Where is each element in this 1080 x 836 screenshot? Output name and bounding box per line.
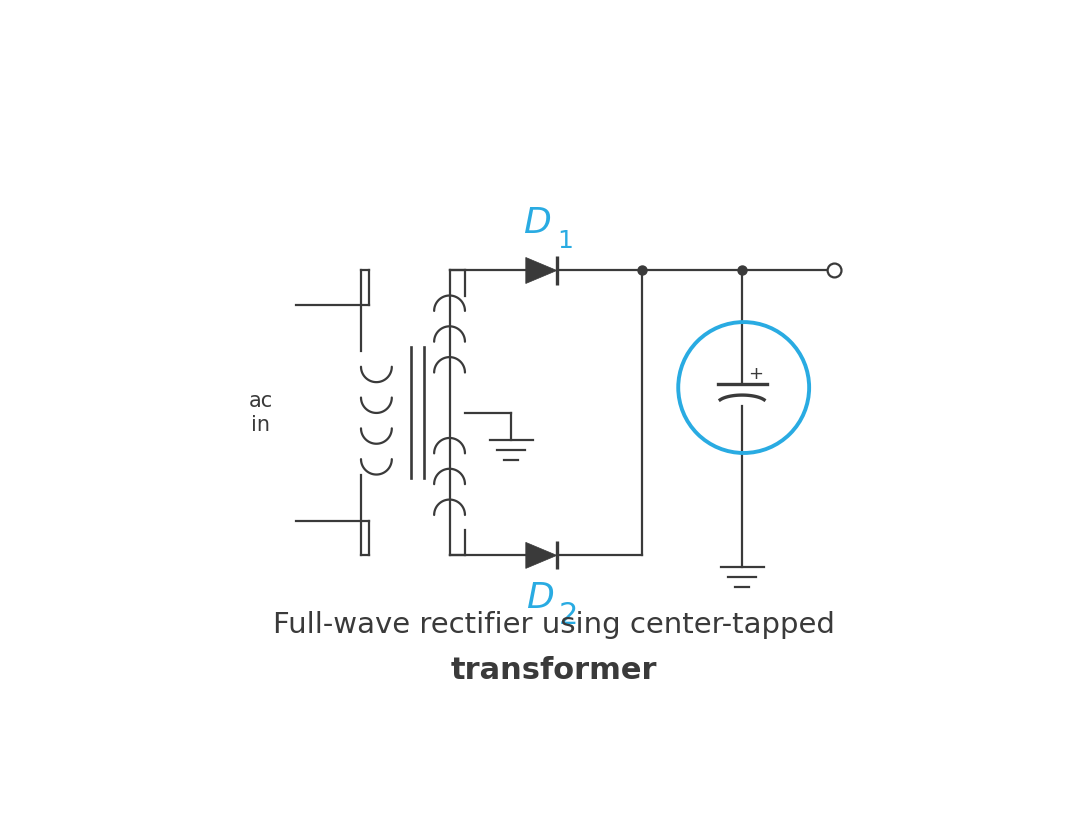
Text: +: + — [748, 365, 764, 384]
Text: $\mathit{1}$: $\mathit{1}$ — [557, 230, 572, 252]
Text: $\mathit{2}$: $\mathit{2}$ — [558, 600, 577, 631]
Text: Full-wave rectifier using center-tapped: Full-wave rectifier using center-tapped — [272, 610, 835, 639]
Polygon shape — [526, 257, 557, 283]
Text: $\mathit{D}$: $\mathit{D}$ — [523, 206, 551, 240]
Text: transformer: transformer — [450, 656, 657, 686]
Text: ac
in: ac in — [248, 391, 273, 435]
Circle shape — [827, 263, 841, 278]
Polygon shape — [526, 543, 557, 568]
Text: $\mathit{D}$: $\mathit{D}$ — [526, 581, 554, 614]
